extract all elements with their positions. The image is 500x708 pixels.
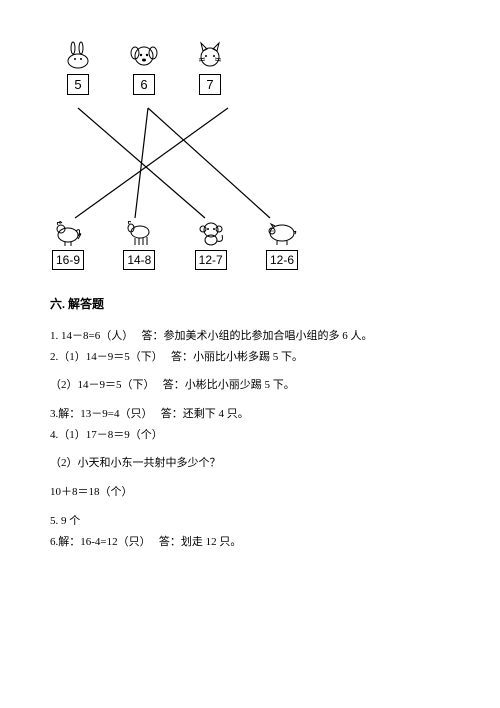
bottom-value-3: 12-6: [266, 250, 298, 270]
matching-diagram: 5 6 7 16-9 14-8: [50, 40, 300, 270]
bottom-value-1: 14-8: [123, 250, 155, 270]
top-row: 5 6 7: [50, 40, 300, 95]
top-value-0: 5: [67, 74, 89, 95]
dog-icon: [126, 40, 162, 72]
answer-8: 5. 9 个: [50, 512, 450, 531]
bottom-row: 16-9 14-8 12-7 12-6: [50, 216, 300, 270]
section-title: 六. 解答题: [50, 295, 450, 312]
answer-1: 1. 14－8=6（人） 答：参加美术小组的比参加合唱小组的多 6 人。: [50, 327, 450, 346]
answer-6: （2）小天和小东一共射中多少个？: [50, 454, 450, 473]
answer-4: 3.解：13－9=4（只） 答：还剩下 4 只。: [50, 405, 450, 424]
answer-2: 2.（1）14－9＝5（下） 答：小丽比小彬多踢 5 下。: [50, 348, 450, 367]
monkey-icon: [193, 216, 229, 248]
bottom-node-rooster: 16-9: [50, 216, 86, 270]
rooster-icon: [50, 216, 86, 248]
bottom-value-0: 16-9: [52, 250, 84, 270]
top-value-2: 7: [199, 74, 221, 95]
top-value-1: 6: [133, 74, 155, 95]
top-node-dog: 6: [126, 40, 162, 95]
bottom-value-2: 12-7: [195, 250, 227, 270]
answer-7: 10＋8＝18（个）: [50, 483, 450, 502]
pig-icon: [264, 216, 300, 248]
bottom-node-goat: 14-8: [121, 216, 157, 270]
goat-icon: [121, 216, 157, 248]
rabbit-icon: [60, 40, 96, 72]
answer-3: （2）14－9＝5（下） 答：小彬比小丽少踢 5 下。: [50, 376, 450, 395]
bottom-node-monkey: 12-7: [193, 216, 229, 270]
answer-9: 6.解：16-4=12（只） 答：划走 12 只。: [50, 533, 450, 552]
cat-icon: [192, 40, 228, 72]
bottom-node-pig: 12-6: [264, 216, 300, 270]
answer-5: 4.（1）17－8＝9（个）: [50, 426, 450, 445]
top-node-rabbit: 5: [60, 40, 96, 95]
top-node-cat: 7: [192, 40, 228, 95]
